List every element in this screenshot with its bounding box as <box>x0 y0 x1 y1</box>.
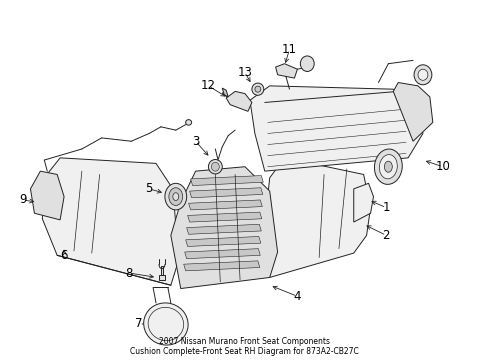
Polygon shape <box>189 188 262 198</box>
Ellipse shape <box>143 303 188 345</box>
Ellipse shape <box>185 120 191 125</box>
Ellipse shape <box>379 154 396 179</box>
Text: 7: 7 <box>135 318 142 330</box>
Ellipse shape <box>251 83 263 95</box>
Ellipse shape <box>168 188 183 206</box>
Ellipse shape <box>211 162 219 171</box>
Text: 13: 13 <box>237 66 252 79</box>
Text: 3: 3 <box>191 135 199 148</box>
Text: 2: 2 <box>382 229 389 242</box>
Polygon shape <box>264 158 370 278</box>
Text: 4: 4 <box>293 290 301 303</box>
Ellipse shape <box>254 86 260 92</box>
Polygon shape <box>188 200 262 210</box>
Polygon shape <box>226 91 251 111</box>
Text: 11: 11 <box>282 43 296 56</box>
Polygon shape <box>190 176 263 185</box>
Polygon shape <box>392 82 432 141</box>
Ellipse shape <box>164 183 186 210</box>
Ellipse shape <box>417 69 427 80</box>
Text: 10: 10 <box>434 160 449 173</box>
Text: 1: 1 <box>382 201 389 214</box>
Ellipse shape <box>413 65 431 85</box>
Polygon shape <box>161 266 163 275</box>
Ellipse shape <box>172 193 179 201</box>
Text: 5: 5 <box>145 183 152 195</box>
Polygon shape <box>170 167 277 289</box>
Ellipse shape <box>384 161 391 172</box>
Polygon shape <box>183 261 259 271</box>
Text: 12: 12 <box>201 79 216 93</box>
Polygon shape <box>186 224 261 234</box>
Polygon shape <box>275 64 297 78</box>
Polygon shape <box>353 183 373 222</box>
Polygon shape <box>249 86 422 171</box>
Ellipse shape <box>208 159 222 174</box>
Ellipse shape <box>300 56 314 71</box>
Text: 2007 Nissan Murano Front Seat Components
Cushion Complete-Front Seat RH Diagram : 2007 Nissan Murano Front Seat Components… <box>130 337 358 356</box>
Polygon shape <box>30 171 64 220</box>
Text: 8: 8 <box>125 266 133 280</box>
Polygon shape <box>222 88 228 97</box>
Polygon shape <box>159 275 164 280</box>
Text: 9: 9 <box>19 193 26 206</box>
Polygon shape <box>184 249 260 258</box>
Polygon shape <box>42 158 179 285</box>
Text: 6: 6 <box>60 249 68 262</box>
Ellipse shape <box>374 149 402 184</box>
Polygon shape <box>185 237 260 247</box>
Polygon shape <box>187 212 261 222</box>
